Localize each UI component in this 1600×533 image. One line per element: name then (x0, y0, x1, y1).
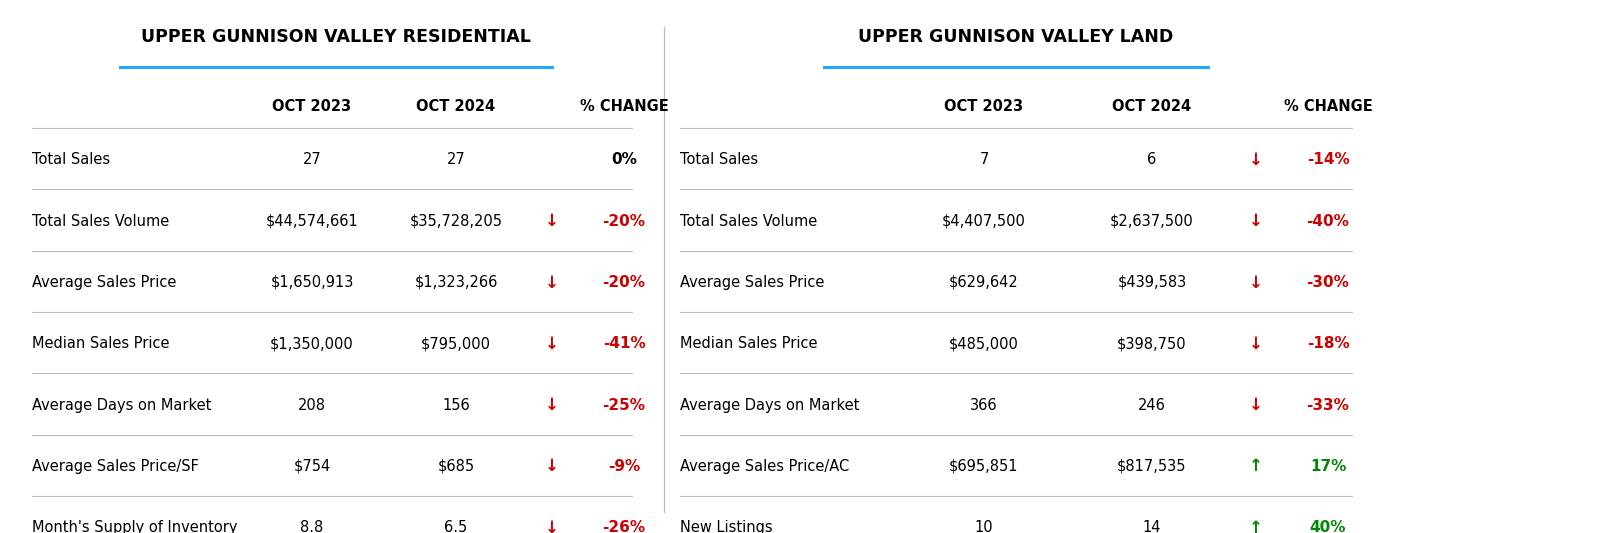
Text: 8.8: 8.8 (301, 520, 323, 533)
Text: New Listings: New Listings (680, 520, 773, 533)
Text: $398,750: $398,750 (1117, 336, 1187, 351)
Text: ↓: ↓ (546, 212, 558, 230)
Text: 27: 27 (446, 152, 466, 167)
Text: $685: $685 (437, 459, 475, 474)
Text: Month's Supply of Inventory: Month's Supply of Inventory (32, 520, 237, 533)
Text: 10: 10 (974, 520, 994, 533)
Text: 0%: 0% (611, 152, 637, 167)
Text: $4,407,500: $4,407,500 (942, 214, 1026, 229)
Text: Average Days on Market: Average Days on Market (32, 398, 211, 413)
Text: -41%: -41% (603, 336, 645, 351)
Text: ↓: ↓ (546, 396, 558, 414)
Text: 366: 366 (970, 398, 998, 413)
Text: ↓: ↓ (546, 273, 558, 292)
Text: 208: 208 (298, 398, 326, 413)
Text: $754: $754 (293, 459, 331, 474)
Text: ↓: ↓ (546, 335, 558, 353)
Text: ↓: ↓ (1250, 335, 1262, 353)
Text: -33%: -33% (1307, 398, 1349, 413)
Text: ↓: ↓ (546, 457, 558, 475)
Text: % CHANGE: % CHANGE (1283, 99, 1373, 114)
Text: -9%: -9% (608, 459, 640, 474)
Text: ↑: ↑ (1250, 457, 1262, 475)
Text: UPPER GUNNISON VALLEY RESIDENTIAL: UPPER GUNNISON VALLEY RESIDENTIAL (141, 28, 531, 46)
Text: ↓: ↓ (1250, 212, 1262, 230)
Text: ↓: ↓ (546, 519, 558, 533)
Text: Average Sales Price: Average Sales Price (32, 275, 176, 290)
Text: -18%: -18% (1307, 336, 1349, 351)
Text: $1,650,913: $1,650,913 (270, 275, 354, 290)
Text: -40%: -40% (1307, 214, 1349, 229)
Text: Total Sales Volume: Total Sales Volume (32, 214, 170, 229)
Text: ↓: ↓ (1250, 151, 1262, 169)
Text: Average Sales Price: Average Sales Price (680, 275, 824, 290)
Text: OCT 2024: OCT 2024 (1112, 99, 1192, 114)
Text: 17%: 17% (1310, 459, 1346, 474)
Text: $1,350,000: $1,350,000 (270, 336, 354, 351)
Text: -26%: -26% (603, 520, 645, 533)
Text: $44,574,661: $44,574,661 (266, 214, 358, 229)
Text: Average Sales Price/SF: Average Sales Price/SF (32, 459, 198, 474)
Text: OCT 2023: OCT 2023 (944, 99, 1024, 114)
Text: 40%: 40% (1310, 520, 1346, 533)
Text: % CHANGE: % CHANGE (579, 99, 669, 114)
Text: $2,637,500: $2,637,500 (1110, 214, 1194, 229)
Text: OCT 2023: OCT 2023 (272, 99, 352, 114)
Text: Median Sales Price: Median Sales Price (32, 336, 170, 351)
Text: ↓: ↓ (1250, 273, 1262, 292)
Text: ↑: ↑ (1250, 519, 1262, 533)
Text: 14: 14 (1142, 520, 1162, 533)
Text: -14%: -14% (1307, 152, 1349, 167)
Text: -25%: -25% (603, 398, 645, 413)
Text: UPPER GUNNISON VALLEY LAND: UPPER GUNNISON VALLEY LAND (858, 28, 1174, 46)
Text: Median Sales Price: Median Sales Price (680, 336, 818, 351)
Text: 6.5: 6.5 (445, 520, 467, 533)
Text: OCT 2024: OCT 2024 (416, 99, 496, 114)
Text: 27: 27 (302, 152, 322, 167)
Text: Average Days on Market: Average Days on Market (680, 398, 859, 413)
Text: Average Sales Price/AC: Average Sales Price/AC (680, 459, 850, 474)
Text: -20%: -20% (603, 214, 645, 229)
Text: Total Sales Volume: Total Sales Volume (680, 214, 818, 229)
Text: $795,000: $795,000 (421, 336, 491, 351)
Text: $485,000: $485,000 (949, 336, 1019, 351)
Text: $439,583: $439,583 (1117, 275, 1187, 290)
Text: 7: 7 (979, 152, 989, 167)
Text: $817,535: $817,535 (1117, 459, 1187, 474)
Text: ↓: ↓ (1250, 396, 1262, 414)
Text: $629,642: $629,642 (949, 275, 1019, 290)
Text: -30%: -30% (1307, 275, 1349, 290)
Text: Total Sales: Total Sales (680, 152, 758, 167)
Text: $695,851: $695,851 (949, 459, 1019, 474)
Text: 156: 156 (442, 398, 470, 413)
Text: 246: 246 (1138, 398, 1166, 413)
Text: Total Sales: Total Sales (32, 152, 110, 167)
Text: 6: 6 (1147, 152, 1157, 167)
Text: -20%: -20% (603, 275, 645, 290)
Text: $1,323,266: $1,323,266 (414, 275, 498, 290)
Text: $35,728,205: $35,728,205 (410, 214, 502, 229)
